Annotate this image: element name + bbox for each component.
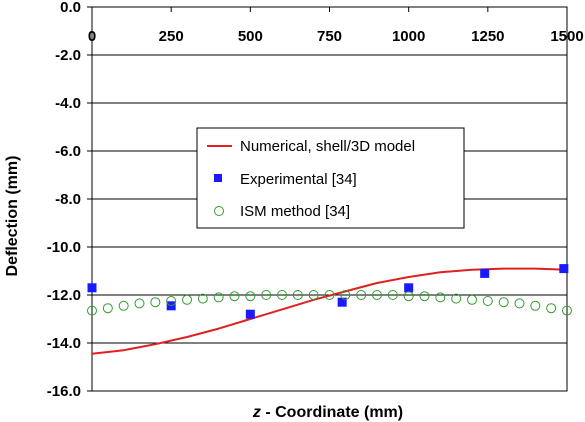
- experimental-point: [245, 309, 255, 319]
- ism-point: [356, 290, 367, 300]
- series-line-numerical: [91, 267, 568, 355]
- y-tick-label: -6.0: [55, 143, 81, 160]
- x-tick-label: 750: [317, 28, 342, 45]
- y-tick-label: -4.0: [55, 95, 81, 112]
- y-tick-label: -8.0: [55, 191, 81, 208]
- ism-point: [245, 291, 256, 302]
- x-axis-title: z - Coordinate (mm): [252, 404, 403, 421]
- experimental-point: [87, 283, 97, 293]
- experimental-point: [559, 264, 569, 274]
- x-axis-title-rest: - Coordinate (mm): [261, 404, 403, 421]
- legend-label-experimental: Experimental [34]: [240, 171, 357, 188]
- ism-point: [467, 294, 477, 305]
- ism-point: [403, 291, 414, 302]
- x-tick-label: 1250: [471, 28, 504, 45]
- ism-point: [229, 291, 240, 302]
- ism-point: [197, 293, 208, 304]
- x-tick-label: 1000: [392, 28, 425, 45]
- ism-point: [150, 297, 161, 308]
- experimental-point: [480, 268, 490, 278]
- ism-point: [546, 303, 557, 314]
- ism-point: [324, 290, 335, 300]
- ism-point: [562, 305, 572, 316]
- legend: Numerical, shell/3D model Experimental […: [196, 127, 465, 229]
- x-tick-label: 0: [88, 28, 96, 45]
- ism-point: [213, 292, 224, 303]
- ism-point: [102, 303, 113, 314]
- ism-point: [530, 300, 541, 311]
- legend-label-numerical: Numerical, shell/3D model: [240, 138, 415, 155]
- ism-point: [419, 291, 430, 302]
- x-tick-label: 500: [238, 28, 263, 45]
- ism-point: [308, 290, 319, 300]
- y-tick-label: -14.0: [47, 335, 81, 352]
- ism-point: [372, 290, 382, 300]
- y-tick-label: -12.0: [47, 287, 81, 304]
- experimental-point: [337, 297, 347, 307]
- y-tick-label: -2.0: [55, 47, 81, 64]
- ism-point: [514, 298, 525, 309]
- ism-point: [87, 305, 97, 316]
- x-axis-variable: z: [252, 404, 261, 421]
- legend-swatch-ism: [214, 206, 224, 216]
- legend-label-ism: ISM method [34]: [240, 203, 350, 220]
- ism-point: [435, 292, 446, 303]
- ism-point: [498, 297, 509, 308]
- legend-box: [196, 127, 465, 229]
- ism-point: [261, 290, 272, 300]
- ism-point: [482, 296, 493, 306]
- experimental-point: [404, 283, 414, 293]
- axis-ticks: 0.0 -2.0 -4.0 -6.0 -8.0 -10.0 -12.0 -14.0 -16.0 0…: [47, 0, 584, 400]
- ism-point: [134, 298, 145, 309]
- series-layer: [87, 264, 572, 355]
- x-tick-label: 250: [159, 28, 184, 45]
- y-axis-title: Deflection (mm): [4, 156, 21, 277]
- legend-swatch-experimental: [214, 174, 222, 182]
- ism-point: [277, 290, 287, 300]
- ism-point: [292, 290, 303, 300]
- ism-point: [340, 290, 351, 300]
- ism-point: [118, 300, 129, 311]
- y-tick-label: -10.0: [47, 239, 81, 256]
- x-tick-label: 1500: [550, 28, 583, 45]
- ism-point: [387, 290, 398, 300]
- ism-point: [451, 293, 462, 304]
- y-tick-label: 0.0: [60, 0, 81, 16]
- ism-point: [182, 294, 192, 305]
- y-tick-label: -16.0: [47, 383, 81, 400]
- ism-point: [166, 296, 177, 306]
